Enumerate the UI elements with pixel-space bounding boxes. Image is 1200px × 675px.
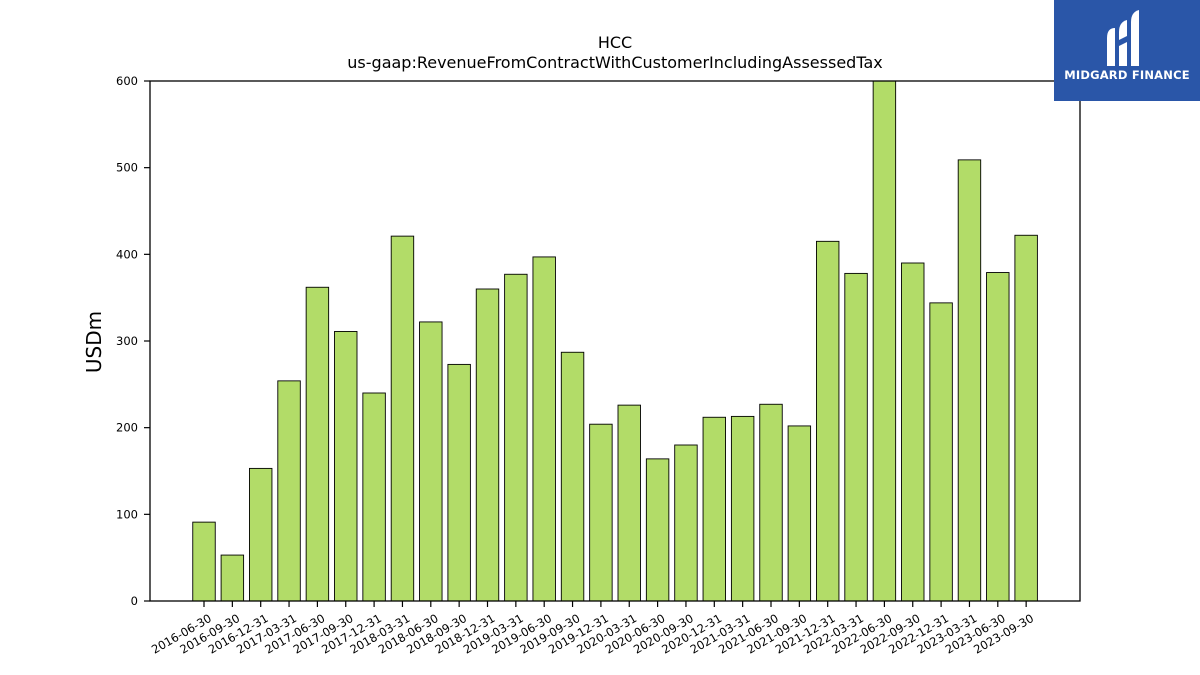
bar-2020-12-31 bbox=[702, 416, 726, 602]
plot-frame bbox=[149, 80, 1081, 602]
bar-2018-12-31 bbox=[475, 288, 500, 602]
bar-2021-09-30 bbox=[787, 425, 812, 602]
bar-2017-06-30 bbox=[305, 286, 330, 602]
bar-2017-09-30 bbox=[334, 331, 358, 602]
bar-2020-03-31 bbox=[617, 404, 641, 602]
bar-2022-03-31 bbox=[844, 272, 868, 602]
bars-group bbox=[192, 80, 1038, 602]
bar-2016-09-30 bbox=[220, 554, 245, 602]
y-tick-label: 400 bbox=[116, 247, 138, 261]
brand-logo: MIDGARD FINANCE bbox=[1054, 0, 1200, 101]
bar-2022-06-30 bbox=[872, 80, 897, 602]
bar-2021-12-31 bbox=[816, 240, 840, 602]
logo-mark-icon bbox=[1107, 10, 1139, 66]
bar-2019-12-31 bbox=[589, 423, 613, 602]
bar-2023-09-30 bbox=[1014, 234, 1038, 602]
bar-2022-12-31 bbox=[929, 302, 953, 602]
y-tick-label: 500 bbox=[116, 161, 138, 175]
bar-2018-09-30 bbox=[447, 363, 471, 602]
bar-2019-06-30 bbox=[532, 256, 556, 602]
bar-2019-03-31 bbox=[504, 273, 528, 602]
bar-2017-03-31 bbox=[277, 380, 301, 602]
bar-2020-06-30 bbox=[645, 458, 670, 602]
x-axis: 2016-06-302016-09-302016-12-312017-03-31… bbox=[149, 601, 1036, 657]
logo-text: MIDGARD FINANCE bbox=[1064, 68, 1190, 82]
bar-2016-06-30 bbox=[192, 521, 216, 602]
bar-2023-06-30 bbox=[986, 272, 1010, 602]
bar-2021-03-31 bbox=[730, 415, 755, 602]
bar-2022-09-30 bbox=[901, 262, 925, 602]
bar-2018-03-31 bbox=[390, 235, 415, 602]
chart-subtitle: us-gaap:RevenueFromContractWithCustomerI… bbox=[347, 53, 882, 72]
y-tick-label: 300 bbox=[116, 334, 138, 348]
bar-2017-12-31 bbox=[362, 392, 386, 602]
bar-2021-06-30 bbox=[759, 403, 783, 602]
bar-2020-09-30 bbox=[674, 444, 698, 602]
y-tick-label: 0 bbox=[131, 594, 138, 608]
y-tick-label: 200 bbox=[116, 421, 138, 435]
y-tick-label: 100 bbox=[116, 507, 138, 521]
bar-2019-09-30 bbox=[560, 351, 585, 602]
bar-2023-03-31 bbox=[957, 159, 982, 602]
bar-2016-12-31 bbox=[248, 467, 273, 602]
y-axis: 0 100 200 300 400 500 600 bbox=[116, 74, 150, 608]
bar-2018-06-30 bbox=[419, 321, 443, 602]
chart-title: HCC bbox=[598, 33, 632, 52]
y-tick-label: 600 bbox=[116, 74, 138, 88]
y-axis-label: USDm bbox=[82, 311, 106, 373]
